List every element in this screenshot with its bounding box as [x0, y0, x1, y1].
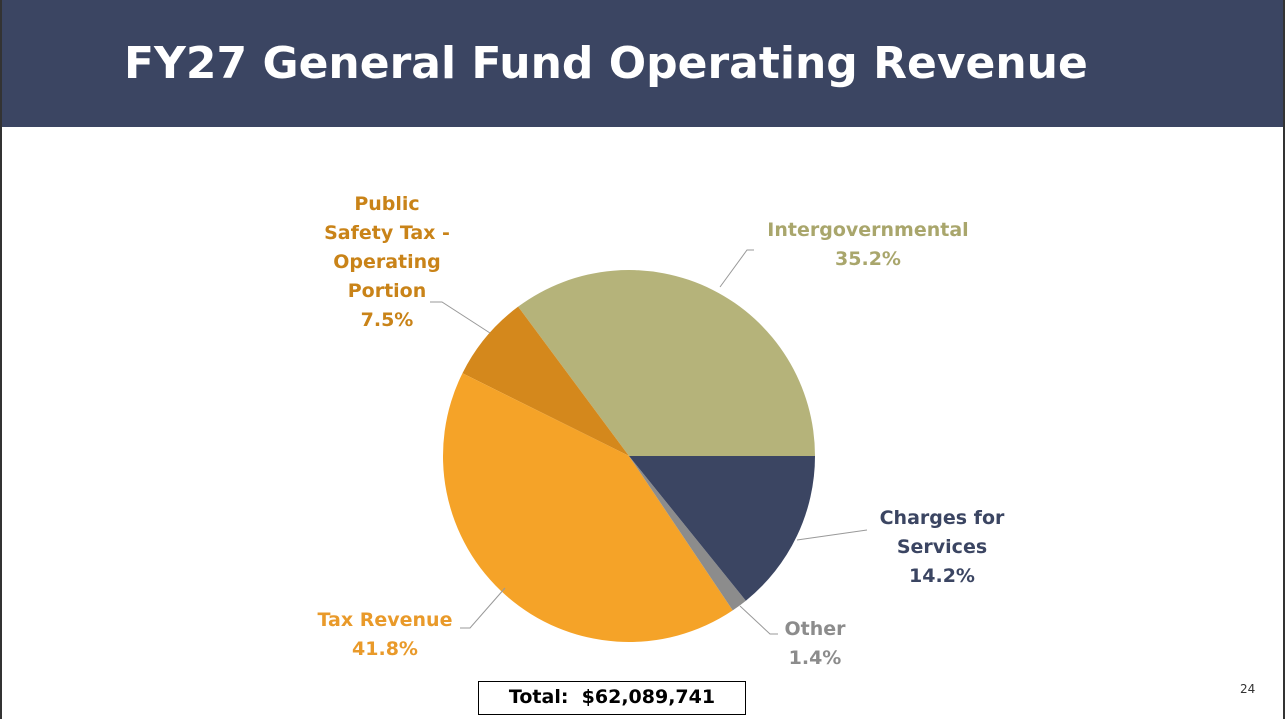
- category-label: Public Safety Tax - Operating Portion: [324, 193, 450, 302]
- page-number: 24: [1240, 682, 1256, 696]
- pie-slice: [629, 456, 815, 601]
- total-annotation: Total: $62,089,741: [478, 681, 746, 715]
- pie-slice: [518, 269, 815, 456]
- header-bar: [2, 0, 1283, 127]
- slice-label: Public Safety Tax - Operating Portion 7.5…: [317, 190, 457, 335]
- value-label: 41.8%: [352, 638, 418, 660]
- slice-label: Other 1.4%: [784, 615, 845, 673]
- leader-line: [719, 249, 754, 288]
- pie-slice: [462, 306, 629, 456]
- category-label: Tax Revenue: [317, 609, 453, 631]
- value-label: 35.2%: [835, 248, 901, 270]
- category-label: Charges for Services: [879, 507, 1005, 558]
- value-label: 14.2%: [909, 565, 975, 587]
- value-label: 7.5%: [360, 309, 414, 331]
- pie-slice: [629, 456, 746, 611]
- leader-line: [460, 587, 506, 629]
- value-label: 1.4%: [788, 647, 842, 669]
- leader-line: [739, 605, 778, 635]
- leader-line: [796, 529, 868, 541]
- chart-title: FY27 General Fund Operating Revenue: [124, 38, 1088, 89]
- slice-label: Intergovernmental 35.2%: [767, 216, 968, 274]
- category-label: Intergovernmental: [767, 219, 969, 241]
- slice-label: Charges for Services 14.2%: [872, 504, 1012, 591]
- leader-line: [430, 301, 491, 334]
- category-label: Other: [784, 618, 846, 640]
- pie-slice: [443, 373, 733, 643]
- slice-label: Tax Revenue 41.8%: [318, 606, 453, 664]
